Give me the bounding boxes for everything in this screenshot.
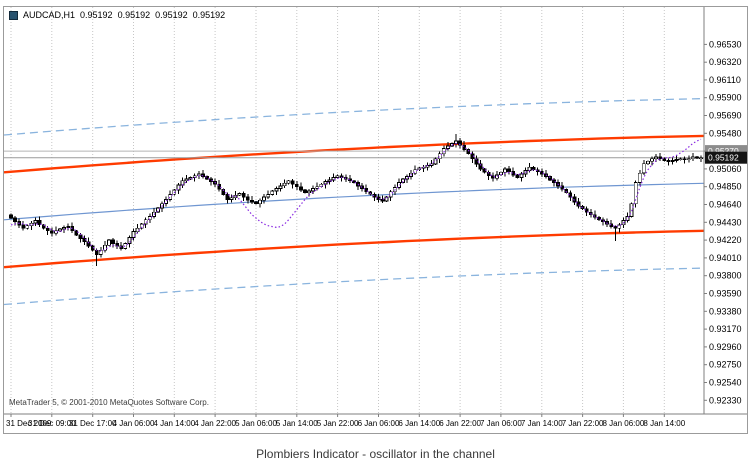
svg-text:0.95900: 0.95900	[709, 93, 742, 103]
svg-text:0.94640: 0.94640	[709, 200, 742, 210]
svg-text:0.95690: 0.95690	[709, 111, 742, 121]
oscillator-line	[10, 138, 702, 252]
ohlc-high-value: 0.95192	[117, 10, 151, 20]
svg-text:0.92750: 0.92750	[709, 360, 742, 370]
svg-text:6 Jan 06:00: 6 Jan 06:00	[358, 419, 400, 428]
svg-text:0.95480: 0.95480	[709, 128, 742, 138]
figure-caption: Plombiers Indicator - oscillator in the …	[256, 447, 495, 461]
svg-text:0.92540: 0.92540	[709, 378, 742, 388]
axis-frame	[4, 7, 747, 415]
svg-text:0.93170: 0.93170	[709, 324, 742, 334]
svg-text:7 Jan 14:00: 7 Jan 14:00	[521, 419, 563, 428]
chart-icon	[9, 10, 18, 20]
svg-text:0.96320: 0.96320	[709, 57, 742, 67]
svg-text:31 Dec 09:00: 31 Dec 09:00	[28, 419, 76, 428]
chart-surface[interactable]: 0.96530 0.96320 0.96110 0.95900 0.95690 0.954…	[4, 7, 747, 433]
svg-text:0.96530: 0.96530	[709, 39, 742, 49]
symbol-timeframe-label: AUDCAD,H1	[23, 10, 76, 20]
svg-text:6 Jan 22:00: 6 Jan 22:00	[439, 419, 481, 428]
svg-text:5 Jan 14:00: 5 Jan 14:00	[276, 419, 318, 428]
svg-text:4 Jan 22:00: 4 Jan 22:00	[194, 419, 236, 428]
chart-ohlc-header: AUDCAD,H1 0.95192 0.95192 0.95192 0.9519…	[9, 10, 225, 20]
svg-text:31 Dec 2009: 31 Dec 2009	[6, 419, 52, 428]
grid-lines	[10, 7, 665, 414]
candles	[9, 133, 703, 267]
svg-text:0.92330: 0.92330	[709, 395, 742, 405]
svg-text:5 Jan 22:00: 5 Jan 22:00	[317, 419, 359, 428]
price-scale[interactable]: 0.96530 0.96320 0.96110 0.95900 0.95690 0.954…	[704, 39, 742, 405]
svg-text:0.94430: 0.94430	[709, 217, 742, 227]
svg-text:0.95060: 0.95060	[709, 164, 742, 174]
svg-text:0.93380: 0.93380	[709, 306, 742, 316]
mt5-chart-window[interactable]: 0.96530 0.96320 0.96110 0.95900 0.95690 0.954…	[3, 6, 748, 434]
svg-text:5 Jan 06:00: 5 Jan 06:00	[235, 419, 277, 428]
price-lines	[4, 150, 704, 159]
svg-text:4 Jan 14:00: 4 Jan 14:00	[153, 419, 195, 428]
svg-text:0.94220: 0.94220	[709, 235, 742, 245]
svg-text:0.94850: 0.94850	[709, 182, 742, 192]
svg-text:31 Dec 17:00: 31 Dec 17:00	[69, 419, 117, 428]
svg-text:0.93590: 0.93590	[709, 289, 742, 299]
svg-text:0.94010: 0.94010	[709, 253, 742, 263]
ohlc-close-value: 0.95192	[192, 10, 226, 20]
ohlc-low-value: 0.95192	[155, 10, 188, 20]
ohlc-open-value: 0.95192	[80, 10, 113, 20]
channel-bands	[4, 97, 705, 306]
svg-text:0.96110: 0.96110	[709, 75, 741, 85]
svg-text:0.92960: 0.92960	[709, 342, 742, 352]
svg-text:4 Jan 06:00: 4 Jan 06:00	[113, 419, 155, 428]
svg-text:8 Jan 14:00: 8 Jan 14:00	[643, 419, 685, 428]
svg-text:7 Jan 22:00: 7 Jan 22:00	[562, 419, 604, 428]
copyright-text: MetaTrader 5, © 2001-2010 MetaQuotes Sof…	[9, 398, 209, 407]
svg-text:6 Jan 14:00: 6 Jan 14:00	[398, 419, 440, 428]
svg-text:0.95192: 0.95192	[708, 153, 739, 163]
svg-text:0.95270: 0.95270	[708, 146, 739, 156]
svg-text:8 Jan 06:00: 8 Jan 06:00	[602, 419, 644, 428]
svg-text:0.93800: 0.93800	[709, 271, 742, 281]
svg-text:7 Jan 06:00: 7 Jan 06:00	[480, 419, 522, 428]
